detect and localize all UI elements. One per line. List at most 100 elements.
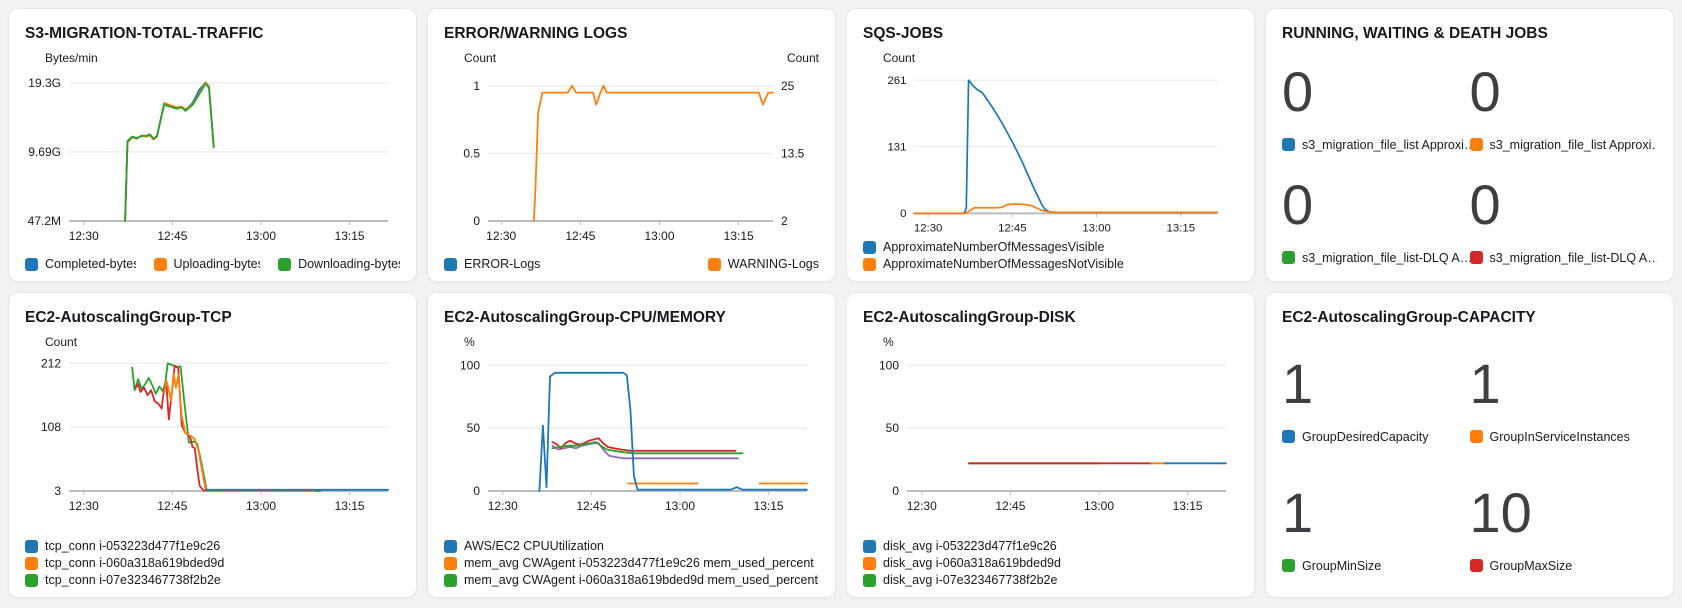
legend-label: s3_migration_file_list-DLQ A… (1302, 250, 1470, 265)
metric-value: 0 (1282, 59, 1314, 123)
legend-item[interactable]: Downloading-bytes (278, 257, 400, 271)
legend-label: s3_migration_file_list-DLQ A… (1489, 250, 1658, 265)
timeseries-chart[interactable]: 261 131 0 12:30 12:45 13:00 13:15 (863, 67, 1238, 240)
svg-text:50: 50 (467, 421, 481, 435)
legend-item[interactable]: disk_avg i-053223d477f1e9c26 (863, 539, 1238, 553)
svg-text:0: 0 (892, 484, 899, 498)
legend-color-chip (1469, 138, 1483, 151)
panel-title: EC2-AutoscalingGroup-CPU/MEMORY (444, 309, 726, 326)
legend-item[interactable]: mem_avg CWAgent i-060a318a619bded9d mem_… (444, 573, 819, 587)
metric-value: 1 (1282, 351, 1314, 415)
panel-ec2-autoscalinggroup-tcp: EC2-AutoscalingGroup-TCP Count 212 108 3 12… (8, 292, 417, 598)
legend-item[interactable]: ApproximateNumberOfMessagesNotVisible (863, 257, 1238, 271)
legend-label: disk_avg i-053223d477f1e9c26 (883, 539, 1057, 553)
legend-item[interactable]: s3_migration_file_list-DLQ A… (1469, 250, 1658, 265)
panel-title: EC2-AutoscalingGroup-CAPACITY (1282, 309, 1536, 326)
legend-item[interactable]: Completed-bytes (25, 257, 136, 271)
metric-cell: 1 GroupDesiredCapacity (1282, 339, 1470, 460)
legend-item[interactable]: s3_migration_file_list Approxi… (1282, 138, 1470, 152)
legend-color-chip (25, 573, 38, 587)
y-axis-unit-left: Count (883, 51, 916, 65)
panel-title: EC2-AutoscalingGroup-DISK (863, 309, 1076, 326)
legend-color-chip (444, 257, 457, 271)
legend-color-chip (25, 556, 38, 570)
panel-ec2-autoscalinggroup-capacity: EC2-AutoscalingGroup-CAPACITY 1 GroupDesi… (1265, 292, 1674, 598)
svg-text:13:00: 13:00 (645, 229, 675, 243)
svg-text:13:15: 13:15 (1167, 222, 1196, 234)
legend-item[interactable]: GroupMaxSize (1469, 558, 1658, 573)
svg-text:12:45: 12:45 (157, 499, 187, 513)
svg-text:1: 1 (473, 79, 480, 93)
svg-text:13:15: 13:15 (335, 499, 365, 513)
legend-color-chip (153, 257, 167, 271)
svg-text:19.3G: 19.3G (28, 76, 61, 90)
metric-value: 0 (1282, 172, 1314, 236)
panel-sqs-jobs: SQS-JOBS Count 261 131 0 12:30 12:45 13:00 13:… (846, 8, 1255, 282)
svg-text:13:00: 13:00 (246, 229, 276, 243)
legend-item[interactable]: tcp_conn i-060a318a619bded9d (25, 556, 400, 570)
metric-cell: 0 s3_migration_file_list Approxi… (1469, 55, 1657, 160)
svg-text:13:15: 13:15 (1173, 499, 1203, 513)
legend-label: WARNING-Logs (727, 257, 819, 271)
legend-item[interactable]: s3_migration_file_list-DLQ A… (1282, 251, 1470, 265)
legend-item[interactable]: tcp_conn i-07e323467738f2b2e (25, 573, 400, 587)
legend-color-chip (1469, 251, 1483, 264)
svg-text:131: 131 (887, 141, 906, 153)
timeseries-chart[interactable]: 1 25 0.5 13.5 0 2 12:30 12:45 13:00 13:15 (444, 67, 819, 249)
legend-item[interactable]: s3_migration_file_list Approxi… (1469, 138, 1657, 152)
svg-text:0: 0 (473, 214, 480, 228)
legend-item[interactable]: GroupDesiredCapacity (1282, 430, 1470, 444)
timeseries-chart[interactable]: 100 50 0 12:30 12:45 13:00 13:15 (863, 351, 1238, 519)
svg-text:261: 261 (887, 75, 906, 87)
legend-label: ERROR-Logs (464, 257, 541, 271)
svg-text:212: 212 (41, 356, 61, 370)
legend-label: tcp_conn i-053223d477f1e9c26 (45, 539, 221, 553)
legend-item[interactable]: WARNING-Logs (707, 257, 819, 271)
svg-text:12:45: 12:45 (576, 499, 606, 513)
timeseries-chart[interactable]: 19.3G 9.69G 47.2M 12:30 12:45 13:00 13:15 (25, 67, 400, 249)
legend-item[interactable]: AWS/EC2 CPUUtilization (444, 539, 819, 553)
svg-text:12:45: 12:45 (157, 229, 187, 243)
legend-label: Completed-bytes (45, 257, 136, 271)
legend-label: GroupMinSize (1302, 558, 1382, 573)
number-grid: 0 s3_migration_file_list Approxi… 0 s3_migr… (1282, 55, 1657, 273)
legend-item[interactable]: ERROR-Logs (444, 257, 540, 271)
panel-title: S3-MIGRATION-TOTAL-TRAFFIC (25, 25, 264, 42)
legend-item[interactable]: GroupInServiceInstances (1469, 430, 1658, 444)
svg-text:13:00: 13:00 (246, 499, 276, 513)
legend-item[interactable]: GroupMinSize (1282, 559, 1470, 573)
svg-text:50: 50 (886, 421, 900, 435)
metric-cell: 0 s3_migration_file_list Approxi… (1282, 55, 1470, 160)
legend-label: GroupDesiredCapacity (1302, 429, 1429, 444)
panel-error-warning-logs: ERROR/WARNING LOGS Count Count 1 25 0.5 13.… (427, 8, 836, 282)
legend-label: tcp_conn i-07e323467738f2b2e (45, 573, 221, 587)
timeseries-chart[interactable]: 212 108 3 12:30 12:45 13:00 13:15 (25, 351, 400, 519)
legend-item[interactable]: Uploading-bytes (153, 257, 260, 271)
legend: AWS/EC2 CPUUtilization mem_avg CWAgent i-… (444, 539, 819, 589)
legend-item[interactable]: mem_avg CWAgent i-053223d477f1e9c26 mem_… (444, 556, 819, 570)
legend-color-chip (1469, 430, 1483, 443)
legend-color-chip (863, 240, 876, 254)
timeseries-chart[interactable]: 100 50 0 12:30 12:45 13:00 13:15 (444, 351, 819, 519)
svg-text:13:15: 13:15 (724, 229, 754, 243)
legend: ApproximateNumberOfMessagesVisible Approx… (863, 240, 1238, 273)
svg-text:13:15: 13:15 (754, 499, 784, 513)
panel-ec2-autoscalinggroup-disk: EC2-AutoscalingGroup-DISK % 100 50 0 12:30 1… (846, 292, 1255, 598)
legend-label: GroupMaxSize (1489, 558, 1573, 573)
metric-value: 10 (1469, 480, 1532, 544)
legend-item[interactable]: disk_avg i-07e323467738f2b2e (863, 573, 1238, 587)
legend: ERROR-Logs WARNING-Logs (444, 257, 819, 273)
metric-value: 1 (1282, 480, 1314, 544)
legend-color-chip (444, 539, 457, 553)
y-axis-unit-left: % (464, 335, 475, 349)
svg-text:2: 2 (781, 214, 788, 228)
svg-text:100: 100 (460, 358, 480, 372)
legend-label: mem_avg CWAgent i-053223d477f1e9c26 mem_… (464, 556, 814, 570)
legend-item[interactable]: disk_avg i-060a318a619bded9d (863, 556, 1238, 570)
legend-item[interactable]: ApproximateNumberOfMessagesVisible (863, 240, 1238, 254)
metric-cell: 1 GroupInServiceInstances (1469, 339, 1658, 460)
legend-item[interactable]: tcp_conn i-053223d477f1e9c26 (25, 539, 400, 553)
y-axis-unit-right: Count (786, 51, 819, 65)
svg-text:13:00: 13:00 (1082, 222, 1111, 234)
